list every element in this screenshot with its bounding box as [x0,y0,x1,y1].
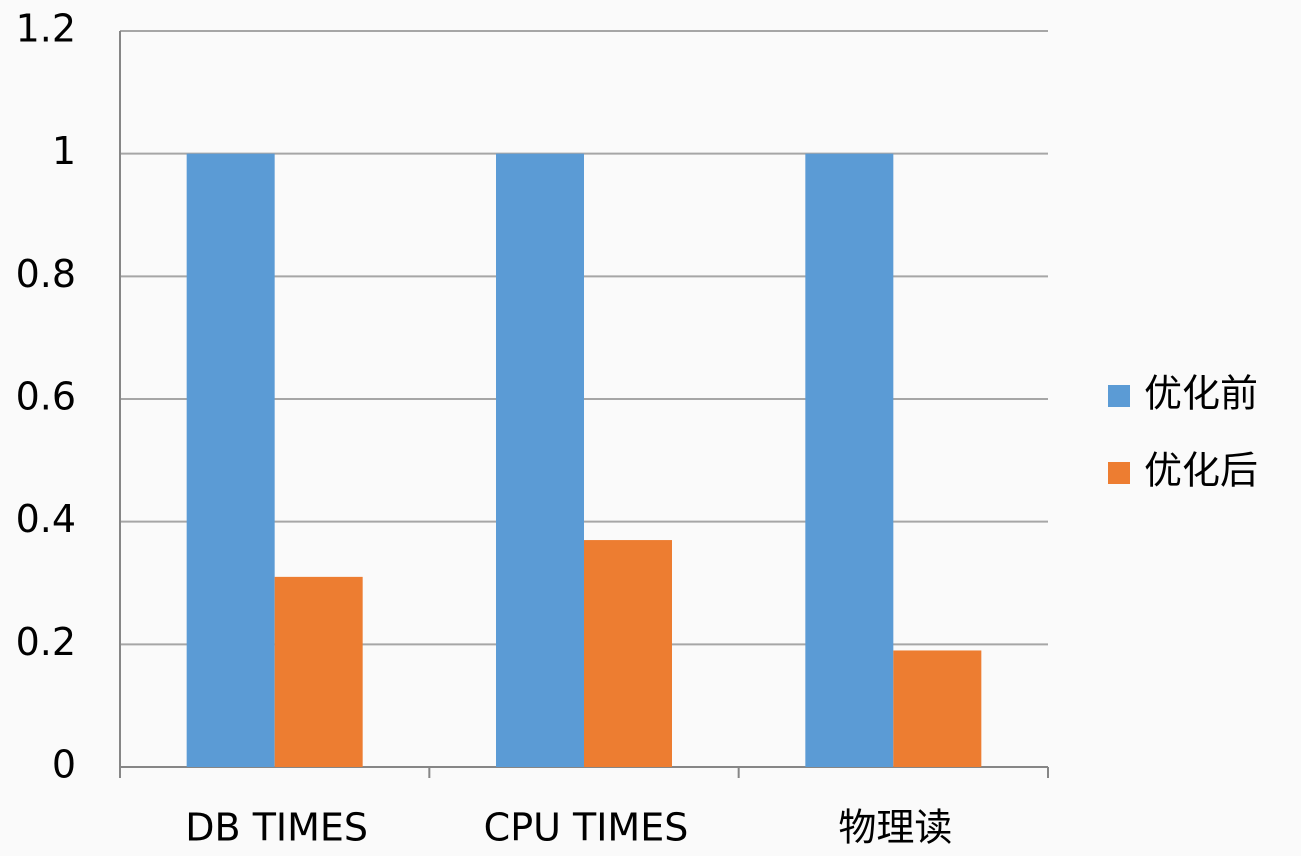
y-tick-label: 0 [52,743,76,787]
legend-label: 优化前 [1144,372,1258,416]
bar [496,153,584,767]
y-tick-label: 1.2 [16,7,76,51]
y-tick-label: 0.4 [16,497,76,541]
legend-label: 优化后 [1144,449,1258,493]
x-tick-label: CPU TIMES [484,806,689,850]
bar [584,540,672,767]
bar [274,576,363,767]
legend-swatch [1108,462,1130,484]
y-tick-label: 0.6 [16,375,76,419]
y-tick-label: 1 [52,129,76,173]
bar [186,153,275,767]
y-tick-label: 0.2 [16,620,76,664]
legend-swatch [1108,385,1130,407]
x-tick-label: 物理读 [838,806,952,850]
x-tick-label: DB TIMES [185,806,368,850]
bar [805,153,894,767]
y-tick-label: 0.8 [16,252,76,296]
bar [893,650,982,767]
